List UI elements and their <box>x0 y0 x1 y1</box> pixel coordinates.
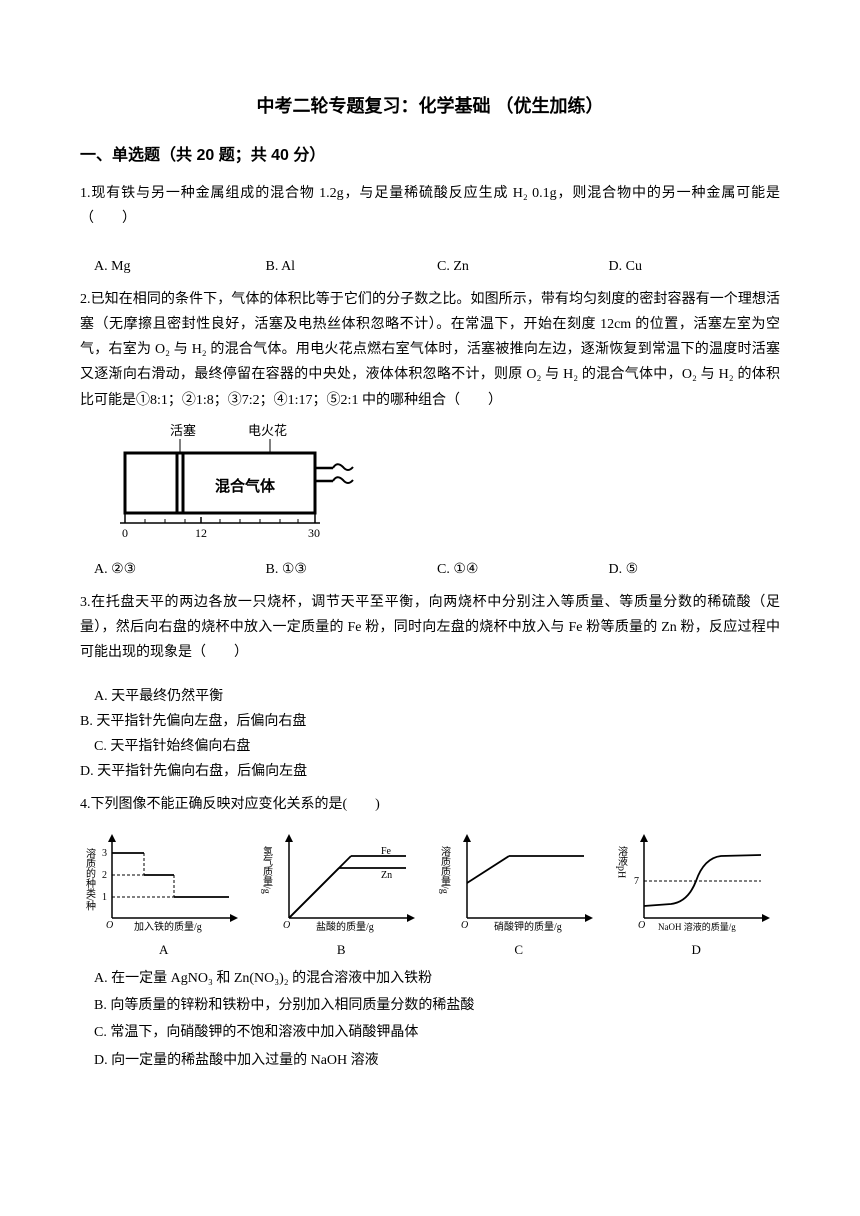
svg-text:2: 2 <box>102 870 107 881</box>
option-d: D. ⑤ <box>609 557 781 582</box>
option-b: B. ①③ <box>266 557 438 582</box>
option-d: D. 天平指针先偏向右盘，后偏向左盘 <box>80 759 430 784</box>
option-b: B. 天平指针先偏向左盘，后偏向右盘 <box>80 709 430 734</box>
graph-label: A <box>80 938 248 961</box>
option-c: C. ①④ <box>437 557 609 582</box>
svg-text:O: O <box>283 920 290 931</box>
svg-text:1: 1 <box>102 892 107 903</box>
option-c: C. Zn <box>437 254 609 279</box>
question-text: 4.下列图像不能正确反映对应变化关系的是( ) <box>80 792 780 817</box>
question-text: 3.在托盘天平的两边各放一只烧杯，调节天平至平衡，向两烧杯中分别注入等质量、等质… <box>80 590 780 666</box>
graph-b: 氢气质量/g 盐酸的质量/g Fe Zn O B <box>258 828 426 961</box>
option-c: C. 天平指针始终偏向右盘 <box>94 734 444 759</box>
svg-text:3: 3 <box>102 848 107 859</box>
option-d: D. 向一定量的稀盐酸中加入过量的 NaOH 溶液 <box>94 1048 780 1073</box>
graph-label: B <box>258 938 426 961</box>
svg-text:溶质质量/g: 溶质质量/g <box>439 844 451 893</box>
svg-text:氢气质量/g: 氢气质量/g <box>261 844 273 893</box>
svg-text:7: 7 <box>634 876 639 887</box>
page-title: 中考二轮专题复习：化学基础 （优生加练） <box>80 90 780 122</box>
svg-text:溶液pH: 溶液pH <box>616 844 628 877</box>
question-1: 1.现有铁与另一种金属组成的混合物 1.2g，与足量稀硫酸反应生成 H₂ 0.1… <box>80 181 780 279</box>
apparatus-diagram: 活塞 电火花 混合气体 <box>115 423 365 552</box>
question-2: 2.已知在相同的条件下，气体的体积比等于它们的分子数之比。如图所示，带有均匀刻度… <box>80 287 780 582</box>
gas-label: 混合气体 <box>215 477 276 495</box>
graph-d: 溶液pH NaOH 溶液的质量/g 7 O D <box>613 828 781 961</box>
svg-text:O: O <box>461 920 468 931</box>
svg-text:0: 0 <box>122 526 128 540</box>
svg-text:Fe: Fe <box>381 846 392 857</box>
svg-text:硝酸钾的质量/g: 硝酸钾的质量/g <box>494 920 562 933</box>
graph-a: 溶质的种类/种 加入铁的质量/g 3 2 1 O A <box>80 828 248 961</box>
svg-text:12: 12 <box>195 526 207 540</box>
svg-text:30: 30 <box>308 526 320 540</box>
question-text: 1.现有铁与另一种金属组成的混合物 1.2g，与足量稀硫酸反应生成 H₂ 0.1… <box>80 181 780 231</box>
graph-c: 溶质质量/g 硝酸钾的质量/g O C <box>435 828 603 961</box>
svg-text:Zn: Zn <box>381 870 392 881</box>
option-b: B. Al <box>266 254 438 279</box>
graph-label: D <box>613 938 781 961</box>
svg-text:O: O <box>106 920 113 931</box>
svg-text:O: O <box>638 920 645 931</box>
option-a: A. 在一定量 AgNO₃ 和 Zn(NO₃)₂ 的混合溶液中加入铁粉 <box>94 966 780 991</box>
section-header: 一、单选题（共 20 题；共 40 分） <box>80 142 780 171</box>
option-a: A. Mg <box>94 254 266 279</box>
option-c: C. 常温下，向硝酸钾的不饱和溶液中加入硝酸钾晶体 <box>94 1020 780 1045</box>
question-text: 2.已知在相同的条件下，气体的体积比等于它们的分子数之比。如图所示，带有均匀刻度… <box>80 287 780 413</box>
option-d: D. Cu <box>609 254 781 279</box>
svg-text:NaOH 溶液的质量/g: NaOH 溶液的质量/g <box>658 921 736 932</box>
piston-label: 活塞 <box>170 423 196 438</box>
svg-text:加入铁的质量/g: 加入铁的质量/g <box>134 920 202 933</box>
graphs-row: 溶质的种类/种 加入铁的质量/g 3 2 1 O A <box>80 828 780 961</box>
question-4: 4.下列图像不能正确反映对应变化关系的是( ) 溶质的种类/种 加入铁的质量/g… <box>80 792 780 1072</box>
svg-text:盐酸的质量/g: 盐酸的质量/g <box>316 920 374 933</box>
graph-label: C <box>435 938 603 961</box>
svg-text:溶质的种类/种: 溶质的种类/种 <box>84 846 96 911</box>
spark-label: 电火花 <box>248 423 287 438</box>
question-3: 3.在托盘天平的两边各放一只烧杯，调节天平至平衡，向两烧杯中分别注入等质量、等质… <box>80 590 780 784</box>
option-b: B. 向等质量的锌粉和铁粉中，分别加入相同质量分数的稀盐酸 <box>94 993 780 1018</box>
option-a: A. ②③ <box>94 557 266 582</box>
option-a: A. 天平最终仍然平衡 <box>94 684 444 709</box>
